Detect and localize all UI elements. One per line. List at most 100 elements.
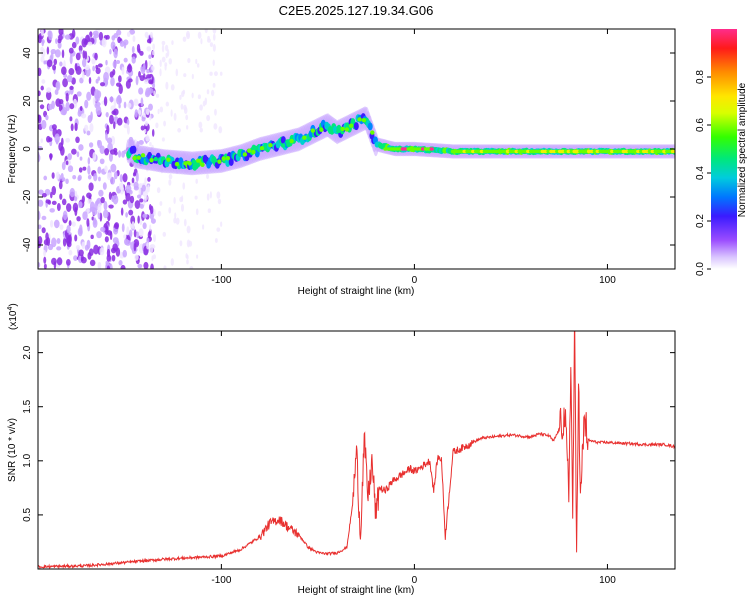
spectrogram-noise-cell — [214, 108, 217, 116]
spectrogram-noise-cell — [131, 56, 136, 64]
spectrogram-noise-cell — [56, 202, 61, 212]
spectrogram-noise-cell — [165, 52, 168, 59]
spectrogram-noise-cell — [123, 41, 127, 49]
spectrogram-noise-cell — [51, 257, 57, 266]
spectrogram-noise-cell — [187, 57, 191, 64]
spectrogram-noise-cell — [105, 112, 109, 118]
spectrogram-noise-cell — [38, 35, 42, 44]
spectrogram-noise-cell — [99, 145, 105, 155]
spectrogram-trace-peak — [336, 128, 341, 134]
spectrogram-noise-cell — [54, 89, 59, 96]
spectrogram-noise-cell — [202, 224, 205, 230]
snr-series-line — [38, 331, 675, 569]
spectrogram-noise-cell — [103, 71, 109, 82]
spectrogram-noise-cell — [38, 189, 44, 195]
spectrogram-noise-cell — [152, 43, 156, 51]
spectrogram-noise-cell — [151, 65, 155, 71]
spectrogram-noise-cell — [138, 48, 141, 54]
spectrogram-noise-cell — [159, 201, 163, 206]
spectrogram-noise-cell — [214, 238, 218, 243]
spectrogram-noise-cell — [136, 231, 139, 239]
spectrogram-noise-cell — [78, 249, 84, 257]
spectrogram-noise-cell — [56, 237, 61, 245]
spectrogram-noise-cell — [104, 148, 110, 156]
spectrogram-noise-cell — [56, 246, 62, 251]
spectrogram-noise-cell — [38, 153, 41, 163]
snr-x-tick-label: -100 — [211, 575, 231, 586]
spectrogram-noise-cell — [99, 247, 105, 256]
spectrogram-noise-cell — [149, 114, 152, 121]
spectrogram-trace-peak — [136, 155, 141, 160]
spectrogram-noise-cell — [65, 259, 71, 266]
spectrogram-noise-cell — [79, 77, 84, 84]
spectrogram-noise-cell — [173, 217, 177, 224]
spectrogram-noise-cell — [58, 34, 63, 41]
spectrogram-noise-cell — [199, 104, 203, 111]
spectrogram-noise-cell — [112, 194, 119, 205]
spectrogram-trace-peak — [183, 161, 188, 166]
spectrogram-noise-cell — [152, 50, 155, 56]
spectrogram-noise-cell — [152, 83, 156, 89]
spectrogram-noise-cell — [135, 172, 139, 183]
spectrogram-noise-cell — [131, 177, 135, 184]
spectrogram-noise-cell — [61, 161, 66, 171]
spectrogram-noise-cell — [43, 60, 47, 65]
spectrogram-noise-cell — [55, 98, 61, 107]
spectrogram-noise-cell — [137, 263, 143, 269]
spectrogram-noise-cell — [118, 103, 121, 109]
spectrogram-noise-cell — [113, 97, 117, 108]
spectrogram-noise-cell — [197, 94, 201, 100]
spectrogram-noise-cell — [79, 156, 83, 161]
spectrogram-noise-cell — [135, 75, 139, 86]
spectrogram-noise-cell — [118, 182, 124, 190]
spectrogram-noise-cell — [55, 171, 60, 180]
spectrogram-noise-cell — [61, 66, 67, 75]
spectrogram-noise-cell — [66, 203, 72, 212]
spectrogram-y-tick-label: 20 — [22, 95, 33, 107]
spectrogram-noise-cell — [123, 234, 127, 239]
spectrogram-noise-cell — [48, 30, 53, 41]
spectrogram-noise-cell — [127, 63, 132, 70]
spectrogram-y-tick-label: -40 — [22, 237, 33, 252]
spectrogram-noise-cell — [106, 124, 110, 135]
spectrogram-noise-cell — [97, 166, 102, 174]
spectrogram-noise-cell — [112, 243, 118, 252]
spectrogram-noise-cell — [148, 204, 152, 211]
spectrogram-trace-peak — [174, 161, 180, 167]
spectrogram-noise-cell — [144, 128, 147, 134]
spectrogram-noise-cell — [198, 121, 203, 129]
spectrogram-noise-cell — [114, 222, 120, 230]
spectrogram-noise-cell — [168, 207, 172, 214]
spectrogram-noise-cell — [138, 71, 141, 78]
spectrogram-noise-cell — [110, 163, 117, 173]
spectrogram-noise-cell — [136, 194, 142, 199]
spectrogram-noise-cell — [78, 144, 84, 151]
spectrogram-noise-cell — [99, 82, 106, 87]
spectrogram-noise-cell — [41, 227, 46, 234]
spectrogram-noise-cell — [92, 65, 96, 72]
spectrogram-noise-cell — [185, 114, 189, 121]
spectrogram-noise-cell — [113, 33, 119, 39]
spectrogram-noise-cell — [194, 195, 198, 200]
spectrogram-noise-cell — [159, 59, 162, 68]
spectrogram-noise-cell — [186, 259, 189, 265]
spectrogram-noise-cell — [68, 68, 75, 76]
spectrogram-x-tick-label: -100 — [211, 275, 231, 286]
spectrogram-noise-cell — [173, 196, 176, 205]
spectrogram-noise-cell — [207, 38, 211, 43]
spectrogram-noise-cell — [129, 229, 133, 238]
spectrogram-noise-cell — [87, 157, 91, 165]
spectrogram-trace-peak — [251, 149, 256, 155]
spectrogram-noise-cell — [55, 38, 58, 44]
spectrogram-noise-cell — [84, 124, 89, 132]
spectrogram-noise-cell — [96, 231, 102, 239]
spectrogram-noise-cell — [202, 100, 206, 107]
spectrogram-y-ticks: 40 20 0 -20 -40 — [22, 47, 675, 252]
spectrogram-noise-cell — [45, 114, 49, 121]
spectrogram-noise-cell — [88, 248, 94, 256]
spectrogram-noise-cell — [99, 158, 105, 165]
colorbar-tick-label: 0.8 — [695, 70, 706, 84]
spectrogram-noise-cell — [41, 119, 47, 130]
spectrogram-noise-cell — [89, 201, 95, 212]
spectrogram-trace-peak — [225, 155, 231, 161]
